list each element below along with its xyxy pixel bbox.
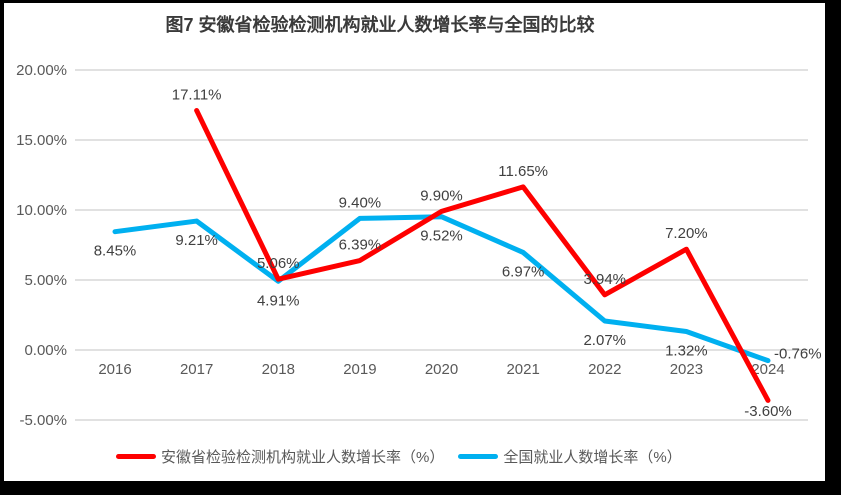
data-label: 9.90% bbox=[420, 187, 463, 204]
y-axis-tick-label: -5.00% bbox=[19, 412, 67, 429]
frame-border-bottom bbox=[0, 481, 841, 495]
data-label: 4.91% bbox=[257, 292, 300, 309]
frame-border-top bbox=[0, 0, 841, 3]
data-label: 6.39% bbox=[339, 237, 382, 254]
data-label: 8.45% bbox=[94, 243, 137, 260]
series-line-anhui bbox=[194, 107, 771, 403]
y-axis-tick-label: 5.00% bbox=[24, 272, 67, 289]
x-axis-tick-label: 2017 bbox=[180, 361, 213, 378]
x-axis-tick-label: 2022 bbox=[588, 361, 621, 378]
data-label: 9.52% bbox=[420, 228, 463, 245]
y-axis-tick-label: 20.00% bbox=[16, 62, 67, 79]
data-label: 3.94% bbox=[583, 271, 626, 288]
data-label: 5.06% bbox=[257, 255, 300, 272]
y-axis-tick-label: 10.00% bbox=[16, 202, 67, 219]
x-axis-tick-label: 2020 bbox=[425, 361, 458, 378]
frame-border-right bbox=[825, 0, 841, 495]
x-axis-tick-label: 2023 bbox=[670, 361, 703, 378]
chart-legend: 安徽省检验检测机构就业人数增长率（%） 全国就业人数增长率（%） bbox=[116, 446, 682, 467]
data-label: -3.60% bbox=[744, 403, 792, 420]
frame-border-left bbox=[0, 0, 4, 495]
data-label: 7.20% bbox=[665, 225, 708, 242]
series-line-national bbox=[112, 214, 771, 364]
data-label: 2.07% bbox=[583, 332, 626, 349]
legend-line-national-icon bbox=[458, 454, 499, 459]
data-label: 1.32% bbox=[665, 343, 708, 360]
legend-label-anhui: 安徽省检验检测机构就业人数增长率（%） bbox=[161, 449, 445, 466]
x-axis-tick-label: 2016 bbox=[98, 361, 131, 378]
legend-line-anhui-icon bbox=[116, 454, 156, 459]
x-axis-tick-label: 2024 bbox=[751, 361, 784, 378]
chart-title: 图7 安徽省检验检测机构就业人数增长率与全国的比较 bbox=[165, 15, 595, 35]
x-axis-tick-label: 2019 bbox=[343, 361, 376, 378]
x-axis-tick-label: 2021 bbox=[506, 361, 539, 378]
y-axis-tick-label: 15.00% bbox=[16, 132, 67, 149]
data-label: -0.76% bbox=[774, 346, 822, 363]
data-label: 6.97% bbox=[502, 263, 545, 280]
y-axis-tick-label: 0.00% bbox=[24, 342, 67, 359]
data-label: 11.65% bbox=[498, 163, 548, 180]
data-label: 9.21% bbox=[175, 232, 218, 249]
legend-label-national: 全国就业人数增长率（%） bbox=[503, 449, 682, 466]
legend-item-anhui: 安徽省检验检测机构就业人数增长率（%） bbox=[116, 446, 444, 467]
data-label: 17.11% bbox=[172, 86, 222, 103]
legend-item-national: 全国就业人数增长率（%） bbox=[458, 446, 682, 467]
data-label: 9.40% bbox=[339, 194, 382, 211]
x-axis-tick-label: 2018 bbox=[262, 361, 295, 378]
